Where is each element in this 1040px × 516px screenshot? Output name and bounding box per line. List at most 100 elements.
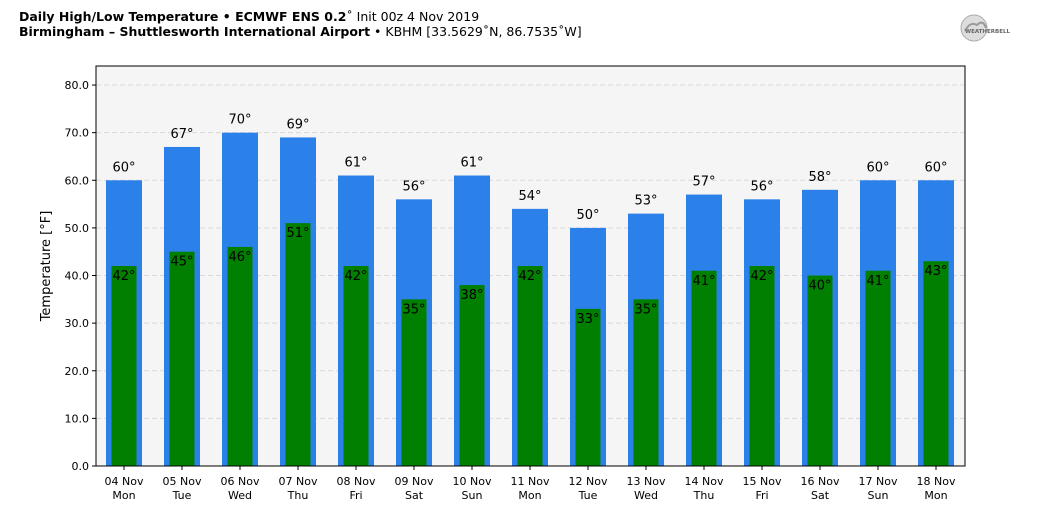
low-bar: [459, 285, 485, 466]
low-label: 40°: [808, 279, 831, 294]
x-tick-weekday: Sat: [811, 489, 830, 502]
low-bar: [227, 246, 253, 466]
low-bar: [575, 308, 601, 466]
y-axis: 0.0 10.0 20.0 30.0 40.0 50.0 60.0 70.0 80.0: [65, 79, 96, 473]
x-tick-date: 10 Nov: [453, 475, 492, 488]
x-tick-weekday: Sun: [868, 489, 889, 502]
low-bar: [285, 223, 311, 466]
header-line-1: Daily High/Low Temperature • ECMWF ENS 0…: [19, 9, 582, 24]
high-label: 60°: [924, 160, 947, 175]
x-tick-weekday: Sat: [405, 489, 424, 502]
low-labels: 42° 45° 46° 51° 42° 35° 38° 42° 33° 35° 41° 42° 40° 4…: [112, 226, 947, 327]
high-label: 61°: [460, 156, 483, 171]
x-tick-weekday: Tue: [172, 489, 192, 502]
high-label: 56°: [402, 179, 425, 194]
low-label: 51°: [286, 226, 309, 241]
low-label: 33°: [576, 312, 599, 327]
y-tick-label: 20.0: [65, 365, 90, 378]
logo-text: WEATHERBELL: [965, 29, 1010, 35]
low-label: 43°: [924, 264, 947, 279]
y-tick-label: 30.0: [65, 317, 90, 330]
low-label: 42°: [344, 269, 367, 284]
low-bar: [749, 266, 775, 466]
x-tick-weekday: Fri: [349, 489, 362, 502]
y-tick-label: 40.0: [65, 270, 90, 283]
high-label: 60°: [866, 160, 889, 175]
x-tick-date: 18 Nov: [917, 475, 956, 488]
low-label: 42°: [750, 269, 773, 284]
high-label: 61°: [344, 156, 367, 171]
title-degree: ˚: [346, 9, 353, 24]
x-tick-date: 12 Nov: [569, 475, 608, 488]
low-bar: [865, 270, 891, 466]
x-tick-date: 04 Nov: [105, 475, 144, 488]
high-label: 50°: [576, 208, 599, 223]
y-tick-label: 80.0: [65, 79, 90, 92]
low-bar: [111, 266, 137, 466]
high-label: 69°: [286, 117, 309, 132]
x-tick-date: 14 Nov: [685, 475, 724, 488]
x-tick-weekday: Wed: [634, 489, 658, 502]
low-label: 41°: [692, 274, 715, 289]
low-bar: [923, 261, 949, 466]
x-tick-date: 06 Nov: [221, 475, 260, 488]
x-tick-weekday: Wed: [228, 489, 252, 502]
high-label: 57°: [692, 175, 715, 190]
low-label: 38°: [460, 288, 483, 303]
x-tick-date: 15 Nov: [743, 475, 782, 488]
x-tick-date: 08 Nov: [337, 475, 376, 488]
high-labels: 60° 67° 70° 69° 61° 56° 61° 54° 50° 53° 57° 56° 58° 6…: [112, 113, 947, 223]
x-tick-weekday: Mon: [112, 489, 135, 502]
low-bars: [111, 223, 949, 466]
low-bar: [401, 299, 427, 466]
high-label: 56°: [750, 179, 773, 194]
low-bar: [807, 275, 833, 466]
low-label: 46°: [228, 250, 251, 265]
low-label: 45°: [170, 255, 193, 270]
y-tick-label: 60.0: [65, 174, 90, 187]
x-tick-weekday: Mon: [518, 489, 541, 502]
high-label: 70°: [228, 113, 251, 128]
low-label: 42°: [112, 269, 135, 284]
low-label: 35°: [402, 302, 425, 317]
x-tick-weekday: Mon: [924, 489, 947, 502]
x-tick-weekday: Tue: [578, 489, 598, 502]
x-tick-date: 07 Nov: [279, 475, 318, 488]
x-tick-date: 09 Nov: [395, 475, 434, 488]
low-bar: [633, 299, 659, 466]
x-tick-date: 11 Nov: [511, 475, 550, 488]
high-label: 58°: [808, 170, 831, 185]
low-bar: [169, 251, 195, 466]
x-tick-date: 05 Nov: [163, 475, 202, 488]
y-tick-label: 50.0: [65, 222, 90, 235]
chart-title: Daily High/Low Temperature • ECMWF ENS 0…: [19, 9, 347, 24]
x-tick-date: 13 Nov: [627, 475, 666, 488]
y-tick-label: 10.0: [65, 412, 90, 425]
low-bar: [343, 266, 369, 466]
y-axis-label: Temperature [°F]: [39, 211, 54, 323]
x-tick-weekday: Thu: [287, 489, 309, 502]
header-line-2: Birmingham – Shuttlesworth International…: [19, 24, 582, 39]
x-tick-weekday: Sun: [462, 489, 483, 502]
low-label: 41°: [866, 274, 889, 289]
low-label: 42°: [518, 269, 541, 284]
high-label: 54°: [518, 189, 541, 204]
y-tick-label: 70.0: [65, 127, 90, 140]
x-tick-weekday: Thu: [693, 489, 715, 502]
low-bar: [517, 266, 543, 466]
init-time: Init 00z 4 Nov 2019: [352, 9, 480, 24]
station-name: Birmingham – Shuttlesworth International…: [19, 24, 371, 39]
y-tick-label: 0.0: [72, 460, 90, 473]
low-label: 35°: [634, 302, 657, 317]
chart-header: Daily High/Low Temperature • ECMWF ENS 0…: [19, 9, 582, 39]
station-coordinates: • KBHM [33.5629˚N, 86.7535˚W]: [370, 24, 582, 39]
high-label: 53°: [634, 194, 657, 209]
high-label: 60°: [112, 160, 135, 175]
x-tick-date: 17 Nov: [859, 475, 898, 488]
x-tick-date: 16 Nov: [801, 475, 840, 488]
low-bar: [691, 270, 717, 466]
x-tick-weekday: Fri: [755, 489, 768, 502]
high-label: 67°: [170, 127, 193, 142]
